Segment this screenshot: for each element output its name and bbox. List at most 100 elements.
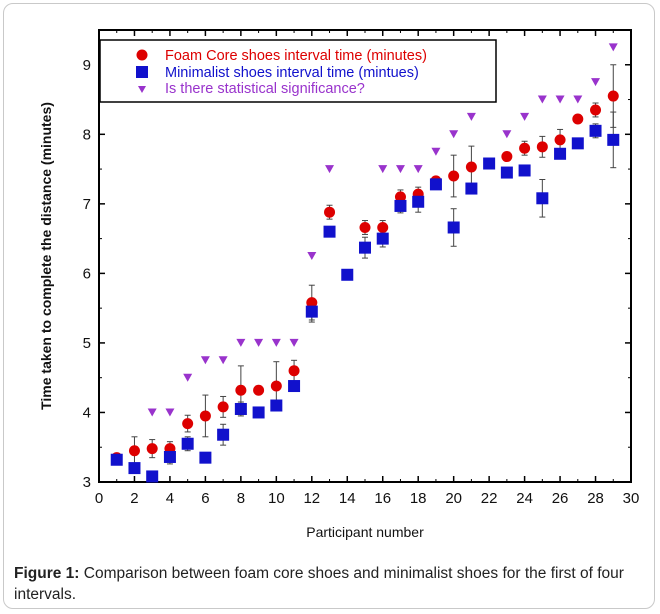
significance-point [520,112,530,121]
significance-point [289,338,299,347]
minimalist-point [359,241,371,254]
minimalist-point [571,137,584,150]
x-tick-label: 16 [374,490,391,507]
foam-core-point [324,206,336,218]
x-tick-label: 12 [303,490,320,507]
minimalist-point [518,164,531,177]
x-tick-label: 8 [237,490,245,507]
significance-point [165,408,175,417]
significance-point [449,130,459,139]
minimalist-point [270,399,283,412]
foam-core-point [536,141,548,153]
y-tick-label: 9 [83,57,91,74]
significance-point [236,338,246,347]
legend-label-minimalist: Minimalist shoes interval time (mintues) [165,65,419,81]
minimalist-point [110,453,123,466]
significance-point [413,165,423,174]
minimalist-point [447,221,460,234]
foam-core-point [128,445,140,457]
legend-label-significance: Is there statistical significance? [165,81,365,97]
minimalist-point [146,470,159,483]
caption-label: Figure 1: [14,565,80,582]
minimalist-point [323,225,336,238]
x-tick-label: 26 [552,490,569,507]
minimalist-point [199,451,212,464]
foam-core-point [554,134,566,146]
y-tick-label: 4 [83,404,91,421]
foam-core-point [572,113,584,125]
minimalist-point [589,124,602,137]
minimalist-point [305,305,318,318]
minimalist-point [607,133,620,146]
foam-core-point [199,410,211,422]
minimalist-point [465,182,478,195]
significance-point [378,165,388,174]
minimalist-point [412,195,425,208]
x-tick-label: 10 [268,490,285,507]
legend: Foam Core shoes interval time (minutes) … [99,39,497,103]
significance-point [254,338,264,347]
significance-point [183,373,193,382]
significance-point [307,252,317,260]
minimalist-point [376,232,389,245]
x-axis: 0 2 4 6 8 10 12 14 16 18 20 22 24 26 28 30 [95,30,640,507]
y-tick-label: 8 [83,126,91,143]
x-tick-label: 24 [516,490,533,507]
legend-marker-minimalist [136,66,148,78]
minimalist-point [500,166,513,179]
y-axis: 3 4 5 6 7 8 9 [83,57,631,491]
minimalist-point [181,437,194,450]
foam-core-point [448,170,460,182]
x-tick-label: 2 [130,490,138,507]
data-marks [110,43,620,483]
x-tick-label: 0 [95,490,103,507]
significance-point [147,408,157,417]
x-tick-label: 6 [201,490,209,507]
significance-point [395,165,405,174]
significance-point [537,95,547,104]
foam-core-point [235,384,247,396]
significance-point [591,78,601,87]
foam-core-point [217,401,229,413]
x-tick-label: 30 [623,490,640,507]
legend-box [99,39,497,103]
legend-label-foam-core: Foam Core shoes interval time (minutes) [165,48,427,64]
minimalist-point [394,199,407,212]
foam-core-point [377,221,389,233]
x-tick-label: 28 [587,490,604,507]
foam-core-point [253,384,265,396]
significance-point [573,95,583,104]
x-axis-title: Participant number [306,524,424,540]
significance-point [200,356,210,365]
significance-point [218,356,228,365]
x-tick-label: 18 [410,490,427,507]
x-tick-label: 4 [166,490,174,507]
legend-marker-foam-core [136,49,148,61]
minimalist-point [483,157,496,170]
foam-core-point [394,191,406,203]
foam-core-point [182,418,194,430]
x-tick-label: 22 [481,490,498,507]
significance-point [271,338,281,347]
figure-caption: Figure 1: Comparison between foam core s… [14,563,650,605]
foam-core-point [590,104,602,116]
foam-core-point [288,365,300,377]
y-tick-label: 7 [83,196,91,213]
significance-point [431,147,441,156]
significance-point [325,165,335,174]
significance-point [608,43,618,52]
foam-core-point [270,380,282,392]
y-tick-label: 3 [83,474,91,491]
y-axis-title: Time taken to complete the distance (min… [38,102,54,410]
minimalist-point [128,462,141,475]
foam-core-point [306,297,318,309]
foam-core-point [359,221,371,233]
foam-core-point [607,90,619,102]
legend-marker-significance [138,86,146,93]
foam-core-point [465,161,477,173]
significance-point [555,95,565,104]
foam-core-point [519,142,531,154]
minimalist-point [536,192,549,205]
foam-core-point [501,151,513,163]
